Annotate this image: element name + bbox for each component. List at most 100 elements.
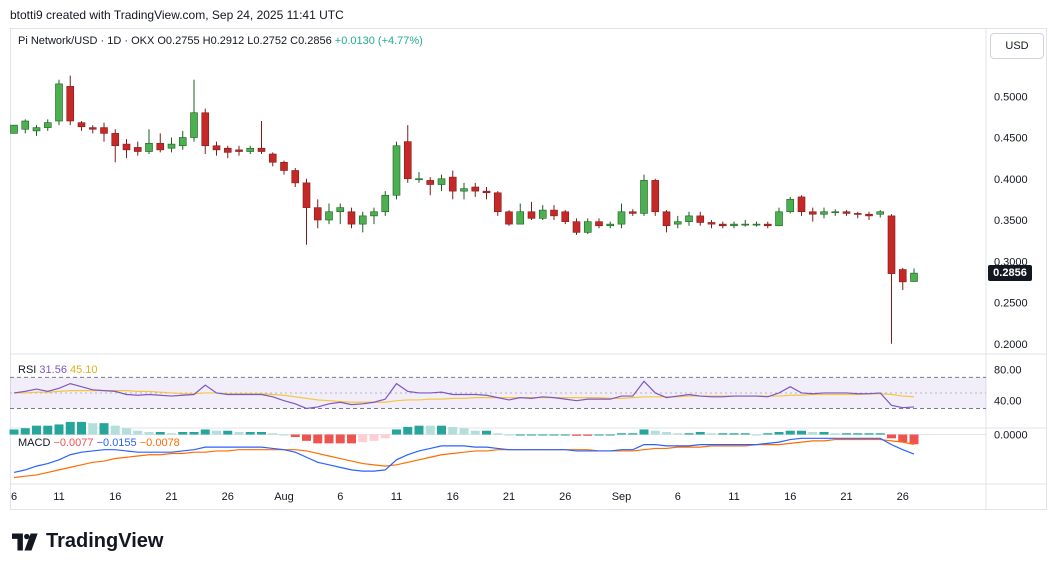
candle-body (572, 221, 581, 233)
macd-histogram-bar (9, 429, 19, 435)
macd-histogram-bar (583, 434, 593, 436)
candle-body (291, 170, 300, 184)
candle-body (66, 86, 75, 122)
macd-histogram-bar (650, 430, 660, 435)
macd-pane: 0.0000 (9, 421, 1028, 479)
macd-label[interactable]: MACD (18, 437, 51, 449)
macd-histogram-bar (808, 432, 818, 435)
macd-histogram-bar (88, 423, 98, 435)
candle-body (235, 149, 243, 152)
candle-body (505, 211, 513, 225)
rsi-tick-label: 40.00 (994, 396, 1022, 408)
brand-name: TradingView (46, 530, 164, 552)
candle-body (111, 133, 120, 147)
time-tick-label: Sep (612, 491, 632, 503)
macd-histogram-bar (290, 434, 300, 438)
candle-body (302, 182, 311, 208)
candle-body (460, 188, 468, 192)
ohlc-legend: Pi Network/USD · 1D · OKX O0.2755 H0.291… (18, 35, 423, 47)
candle-body (482, 190, 491, 194)
macd-histogram-bar (718, 433, 728, 435)
rsi-label[interactable]: RSI (18, 364, 37, 376)
candle-body (426, 180, 435, 185)
macd-histogram-bar (819, 432, 829, 435)
candle-body (145, 142, 153, 152)
candle-body (898, 269, 907, 283)
price-tick-label: 0.4500 (994, 133, 1028, 145)
macd-histogram-bar (527, 434, 536, 436)
macd-histogram-bar (493, 433, 503, 435)
macd-histogram-bar (200, 429, 210, 435)
macd-histogram-bar (740, 433, 750, 435)
macd-histogram-bar (459, 428, 469, 435)
macd-histogram-bar (99, 423, 109, 435)
macd-histogram-bar (909, 434, 919, 445)
macd-hist-value: −0.0077 (53, 437, 94, 449)
symbol-label[interactable]: Pi Network/USD · 1D · OKX (18, 35, 155, 47)
macd-histogram-bar (763, 433, 773, 435)
macd-histogram-bar (155, 432, 165, 435)
tradingview-logo: TradingView (12, 530, 163, 553)
macd-histogram-bar (144, 432, 154, 435)
rsi-tick-label: 80.00 (994, 365, 1022, 377)
macd-histogram-bar (43, 425, 53, 435)
candle-body (910, 272, 918, 282)
macd-histogram-bar (403, 426, 413, 435)
candle-body (336, 207, 345, 213)
candle-body (606, 223, 615, 227)
price-tick-label: 0.5000 (994, 91, 1028, 103)
macd-histogram-bar (167, 433, 176, 435)
macd-histogram-bar (133, 430, 143, 435)
time-tick-label: 16 (784, 491, 796, 503)
rsi-pane: 80.00 40.00 (10, 365, 1022, 410)
macd-histogram-bar (842, 433, 851, 435)
macd-histogram-bar (853, 433, 863, 435)
candle-body (527, 211, 536, 219)
candle-body (55, 83, 63, 122)
macd-histogram-bar (695, 432, 705, 435)
candle-body (88, 127, 97, 130)
macd-histogram-bar (302, 434, 311, 441)
macd-histogram-bar (538, 434, 548, 436)
candle-body (673, 221, 682, 225)
currency-button[interactable]: USD (990, 33, 1044, 59)
macd-histogram-bar (470, 430, 480, 435)
high-value: H0.2912 (202, 35, 245, 47)
candle-body (797, 196, 806, 213)
candle-body (257, 147, 266, 152)
candle-body (268, 153, 277, 163)
candle-body (617, 211, 626, 225)
macd-histogram-bar (414, 425, 424, 435)
rsi-line (13, 380, 915, 410)
macd-histogram-bar (448, 426, 458, 435)
candle-body (628, 211, 637, 214)
price-tick-label: 0.2500 (994, 298, 1028, 310)
candle-body (775, 211, 783, 227)
time-tick-label: 16 (447, 491, 459, 503)
candle-body (156, 142, 165, 151)
candle-body (437, 178, 446, 185)
macd-histogram-bar (549, 434, 559, 436)
candle-body (370, 211, 378, 217)
candle-body (448, 176, 457, 192)
candle-body (122, 143, 131, 151)
macd-histogram-bar (797, 430, 806, 435)
macd-histogram-bar (54, 424, 64, 435)
candle-body (516, 211, 525, 225)
macd-histogram-bar (32, 425, 41, 435)
macd-histogram-bar (482, 430, 491, 435)
macd-histogram-bar (639, 429, 649, 435)
candle-body (741, 223, 750, 226)
candle-body (381, 194, 390, 213)
macd-histogram-bar (335, 434, 345, 444)
candle-body (887, 215, 896, 274)
candle-body (820, 211, 828, 215)
macd-histogram-bar (774, 432, 784, 435)
candle-body (347, 211, 356, 225)
candle-body (786, 199, 795, 213)
candle-body (100, 127, 108, 134)
candle-body (763, 223, 772, 227)
time-tick-label: 26 (897, 491, 909, 503)
macd-line (13, 437, 915, 474)
